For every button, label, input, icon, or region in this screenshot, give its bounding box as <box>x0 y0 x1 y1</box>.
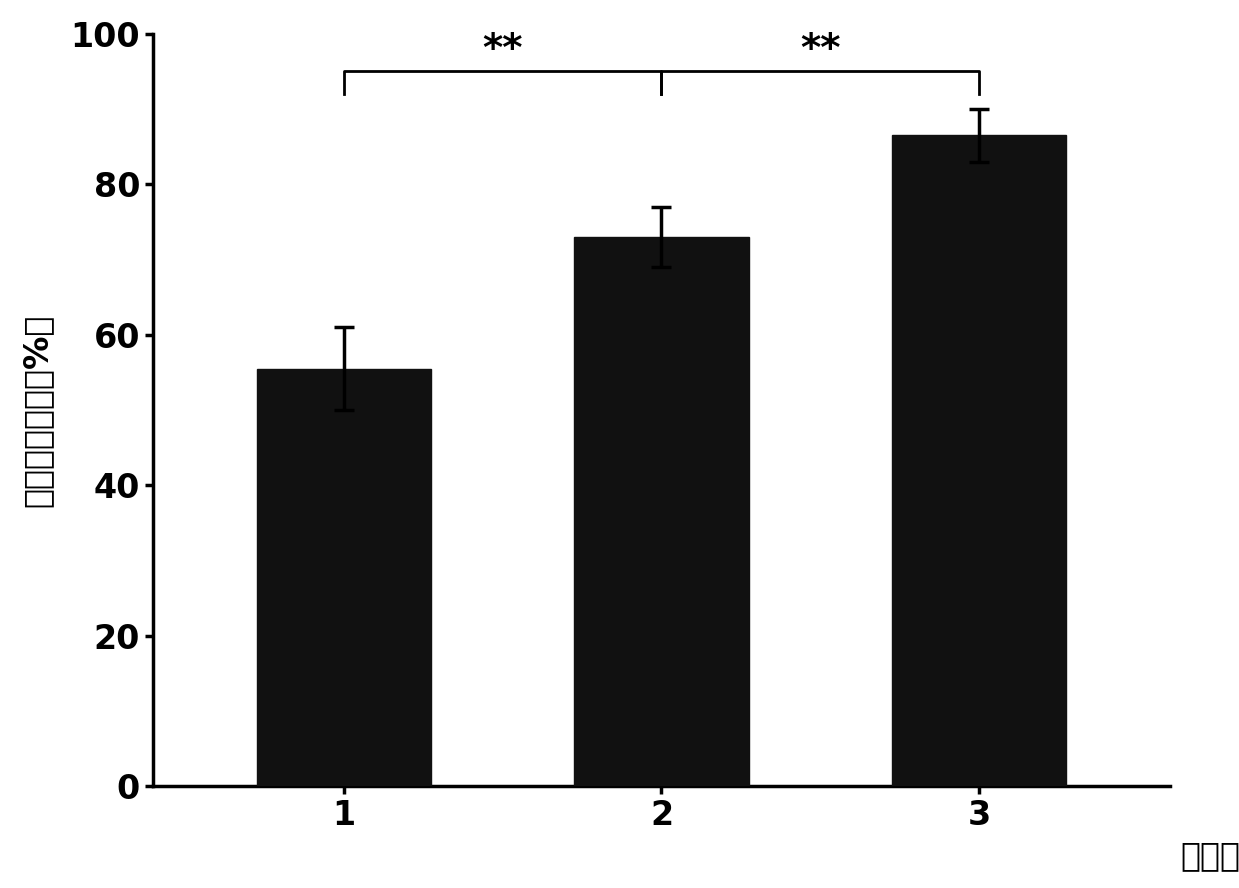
Bar <box>892 135 1067 786</box>
Bar <box>256 369 431 786</box>
Text: **: ** <box>482 31 523 69</box>
Text: **: ** <box>800 31 840 69</box>
Y-axis label: 单细胞捕获率（%）: 单细胞捕获率（%） <box>21 313 53 507</box>
X-axis label: 捕获次数: 捕获次数 <box>1181 839 1239 872</box>
Bar <box>574 237 748 786</box>
